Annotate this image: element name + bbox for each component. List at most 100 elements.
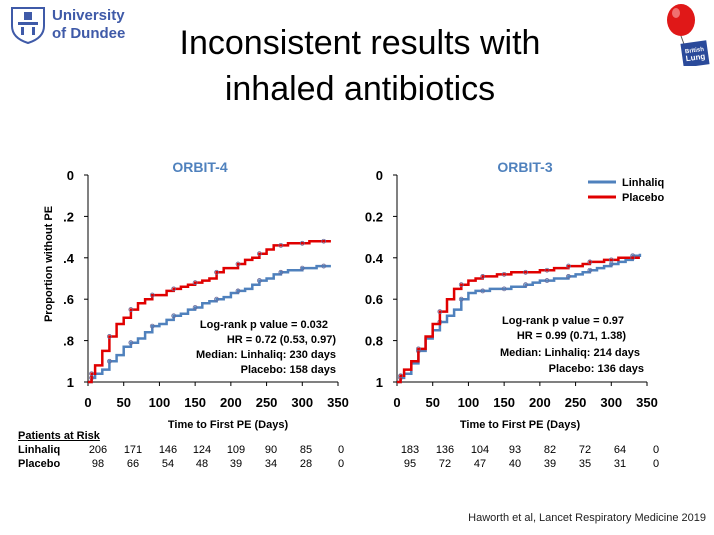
risk-cell-orbit4: 85	[299, 444, 313, 456]
y-tick-label: 0	[376, 168, 383, 183]
censor-mark-linhaliq	[192, 305, 198, 310]
x-axis-label-orbit4: Time to First PE (Days)	[168, 419, 289, 431]
annotation-median-orbit4: Median: Linhaliq: 230 days	[196, 349, 336, 361]
british-lung-foundation-logo: British Lung	[664, 2, 710, 71]
risk-cell-orbit3: 0	[652, 458, 660, 470]
x-tick-label: 250	[565, 395, 587, 410]
risk-cell-orbit3: 183	[400, 444, 420, 456]
censor-mark-linhaliq	[128, 340, 134, 346]
risk-cell-orbit3: 82	[543, 444, 557, 456]
y-tick-label: 0.8	[365, 334, 383, 349]
risk-row-label: Placebo	[18, 458, 61, 470]
censor-mark-placebo	[89, 371, 94, 377]
risk-cell-orbit3: 136	[435, 444, 455, 456]
citation: Haworth et al, Lancet Respiratory Medici…	[468, 512, 706, 524]
x-tick-label: 0	[84, 395, 91, 410]
censor-mark-placebo	[458, 282, 464, 288]
plot-area-orbit3: 00.20.40.60.810 50 100 150 200 250 300 350	[365, 168, 658, 410]
risk-cell-orbit3: 64	[613, 444, 627, 456]
chart-title-orbit4: ORBIT-4	[172, 159, 227, 175]
censor-mark-placebo	[523, 269, 528, 275]
slide-title-line-2: inhaled antibiotics	[224, 70, 496, 108]
plot-area-orbit4: 0.2.4.6.810 50 100 150 200 250 300 350	[63, 168, 349, 410]
censor-mark-placebo	[149, 292, 155, 298]
y-tick-label: .4	[63, 251, 75, 266]
censor-mark-placebo	[214, 269, 219, 275]
censor-mark-placebo	[608, 257, 614, 263]
x-tick-label: 300	[600, 395, 622, 410]
risk-cell-orbit4: 109	[226, 444, 246, 456]
risk-cell-orbit4: 0	[337, 458, 345, 470]
risk-cell-orbit4: 171	[123, 444, 143, 456]
risk-cell-orbit4: 54	[161, 458, 175, 470]
annotation-logrank-orbit4: Log-rank p value = 0.032	[200, 319, 328, 331]
legend-label-linhaliq: Linhaliq	[622, 177, 664, 189]
risk-cell-orbit4: 124	[192, 444, 212, 456]
annotation-hr-orbit4: HR = 0.72 (0.53, 0.97)	[227, 334, 336, 346]
x-tick-label: 300	[291, 395, 313, 410]
series-line-linhaliq	[397, 253, 642, 384]
censor-mark-placebo	[299, 240, 305, 246]
x-tick-label: 350	[327, 395, 349, 410]
censor-mark-placebo	[544, 267, 550, 273]
risk-cell-orbit3: 40	[508, 458, 522, 470]
censor-mark-placebo	[128, 307, 134, 312]
censor-mark-linhaliq	[587, 267, 593, 273]
censor-mark-linhaliq	[523, 282, 528, 288]
censor-mark-placebo	[321, 238, 327, 244]
censor-mark-linhaliq	[458, 296, 464, 302]
censor-mark-placebo	[278, 242, 284, 248]
censor-mark-placebo	[501, 271, 507, 277]
risk-cell-orbit4: 146	[158, 444, 178, 456]
x-tick-label: 150	[184, 395, 206, 410]
x-tick-label: 50	[116, 395, 130, 410]
censor-mark-linhaliq	[171, 313, 177, 319]
risk-cell-orbit4: 34	[264, 458, 278, 470]
y-tick-label: 0.6	[365, 292, 383, 307]
censor-mark-linhaliq	[544, 278, 550, 283]
x-tick-label: 200	[529, 395, 551, 410]
slide-title-line-1: Inconsistent results with	[179, 24, 541, 62]
censor-mark-linhaliq	[235, 288, 241, 294]
balloon-icon: British Lung	[667, 4, 710, 68]
y-tick-label: .2	[63, 209, 74, 224]
x-tick-label: 250	[256, 395, 278, 410]
logo-line-2: of Dundee	[52, 25, 126, 42]
censor-mark-linhaliq	[278, 269, 284, 275]
risk-cell-orbit3: 0	[652, 444, 660, 456]
legend-label-placebo: Placebo	[622, 192, 664, 204]
censor-mark-linhaliq	[299, 265, 305, 271]
censor-mark-placebo	[416, 346, 421, 352]
censor-mark-linhaliq	[480, 288, 486, 294]
risk-cell-orbit4: 48	[195, 458, 209, 470]
risk-cell-orbit4: 90	[264, 444, 278, 456]
annotation-placebo-median-orbit4: Placebo: 158 days	[241, 364, 336, 376]
x-tick-label: 200	[220, 395, 242, 410]
y-tick-label: .6	[63, 292, 74, 307]
censor-mark-placebo	[566, 263, 571, 269]
risk-cell-orbit4: 28	[299, 458, 313, 470]
risk-cell-orbit4: 39	[229, 458, 243, 470]
censor-mark-placebo	[235, 261, 241, 267]
risk-table-header: Patients at Risk	[18, 430, 100, 442]
svg-text:British: British	[685, 47, 705, 56]
x-tick-label: 100	[458, 395, 480, 410]
x-tick-label: 150	[493, 395, 515, 410]
risk-cell-orbit3: 95	[403, 458, 417, 470]
y-tick-label: 0.2	[365, 209, 383, 224]
risk-cell-orbit3: 47	[473, 458, 487, 470]
censor-mark-placebo	[398, 373, 403, 379]
series-line-placebo	[88, 239, 331, 384]
censor-mark-placebo	[192, 280, 198, 286]
censor-mark-placebo	[107, 334, 112, 339]
risk-cell-orbit4: 206	[88, 444, 108, 456]
annotation-placebo-median-orbit3: Placebo: 136 days	[549, 363, 644, 375]
risk-cell-orbit3: 35	[578, 458, 592, 470]
x-tick-label: 0	[393, 395, 400, 410]
risk-cell-orbit4: 0	[337, 444, 345, 456]
risk-cell-orbit3: 31	[613, 458, 627, 470]
y-tick-label: 0	[67, 168, 74, 183]
censor-mark-linhaliq	[566, 274, 571, 279]
y-tick-label: 1	[376, 375, 383, 390]
